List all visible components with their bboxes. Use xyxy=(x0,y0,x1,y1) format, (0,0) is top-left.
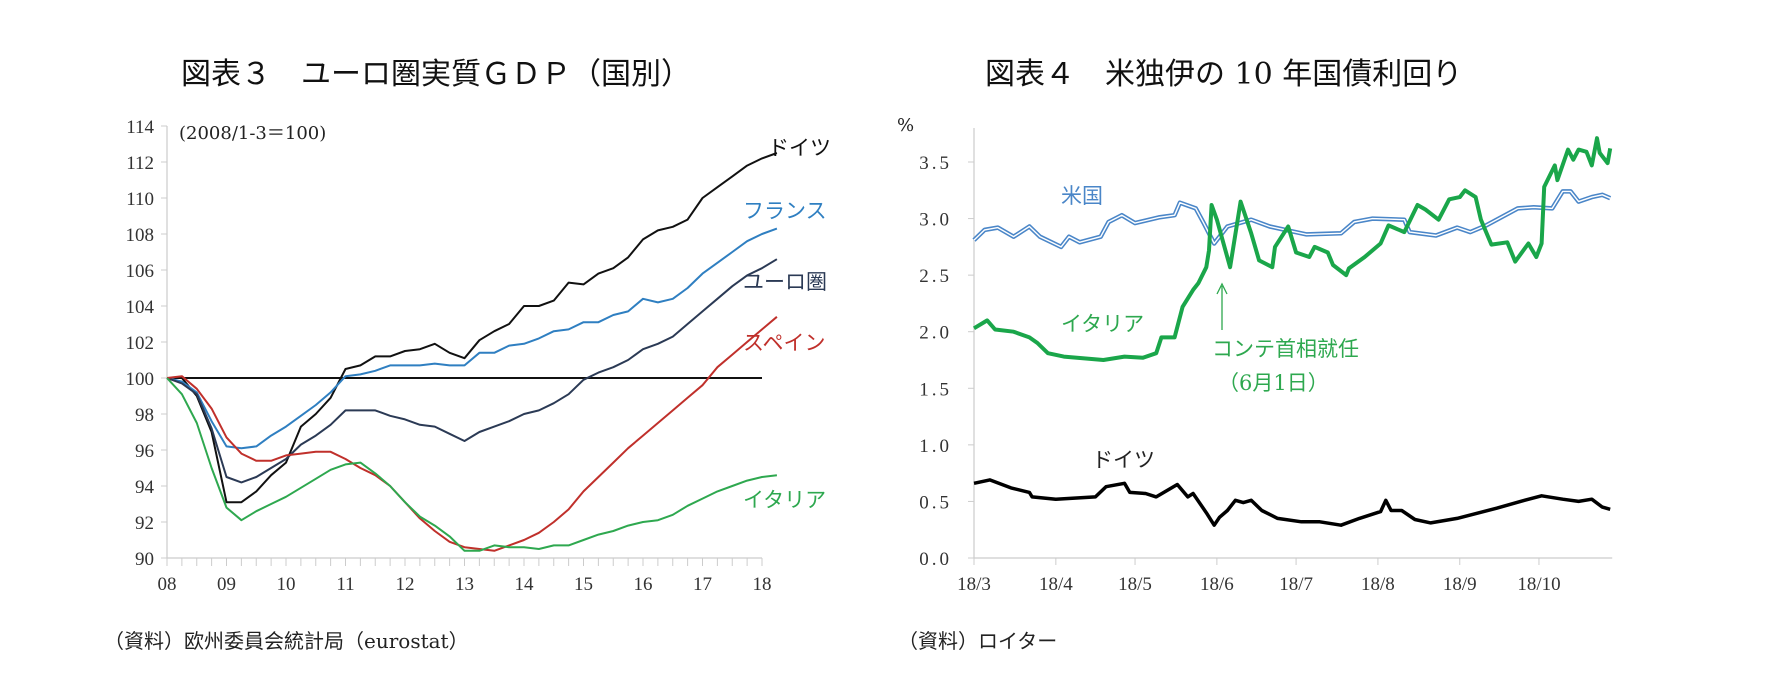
annotation-label: コンテ首相就任 xyxy=(1212,337,1359,361)
x-tick-label: 18/7 xyxy=(1279,574,1313,595)
gdp-chart-title: 図表３ ユーロ圏実質ＧＤＰ（国別） xyxy=(181,57,691,92)
series-label-germany: ドイツ xyxy=(768,136,831,160)
x-tick-label: 18/8 xyxy=(1361,574,1395,595)
series-line-3 xyxy=(166,316,778,552)
series-line-1 xyxy=(166,227,778,450)
y-tick-label: 0.0 xyxy=(919,549,952,570)
series-line-2 xyxy=(166,258,778,484)
y-tick-label: 1.5 xyxy=(919,379,952,400)
y-tick-label: 98 xyxy=(135,405,154,426)
gdp-chart: 図表３ ユーロ圏実質ＧＤＰ（国別） (2008/1-3＝100) 9092949… xyxy=(104,57,831,653)
series-label-france: フランス xyxy=(743,199,827,223)
gdp-axes: 90 92 94 96 98 100 102 104 106 108 110 112 114 08 09 10… xyxy=(126,117,772,595)
x-tick-label: 16 xyxy=(634,574,653,595)
y-tick-label: 2.5 xyxy=(919,266,952,287)
x-tick-label: 14 xyxy=(515,574,535,595)
gdp-series-lines xyxy=(166,152,778,552)
x-tick-label: 10 xyxy=(277,574,296,595)
series-label-italy: イタリア xyxy=(743,488,826,512)
bond-chart-title: 図表４ 米独伊の 10 年国債利回り xyxy=(985,57,1462,92)
bond-chart-source: （資料）ロイター xyxy=(898,629,1057,653)
x-tick-label: 18/10 xyxy=(1517,574,1560,595)
y-tick-label: 90 xyxy=(135,549,154,570)
series-line-germany xyxy=(973,478,1611,527)
x-tick-label: 15 xyxy=(574,574,593,595)
y-tick-label: 2.0 xyxy=(919,323,952,344)
x-tick-label: 18/4 xyxy=(1039,574,1073,595)
y-tick-label: 114 xyxy=(126,117,154,138)
bond-series-lines xyxy=(972,136,1613,527)
gdp-chart-source: （資料）欧州委員会統計局（eurostat） xyxy=(104,629,469,653)
x-tick-label: 12 xyxy=(396,574,415,595)
y-tick-label: 94 xyxy=(135,477,155,498)
bond-axes: 0.0 0.5 1.0 1.5 2.0 2.5 3.0 3.5 18/3 18/4 18/5 18/6… xyxy=(919,128,1613,595)
series-line-4 xyxy=(166,377,778,552)
series-label-italy-yield: イタリア xyxy=(1061,312,1144,336)
series-line-0 xyxy=(167,152,778,504)
annotation-sublabel: （6月1日） xyxy=(1218,371,1329,395)
x-tick-label: 18/9 xyxy=(1443,574,1477,595)
y-tick-label: 3.0 xyxy=(919,210,952,231)
y-tick-label: 102 xyxy=(126,333,155,354)
y-tick-label: 92 xyxy=(135,513,154,534)
y-tick-label: 112 xyxy=(126,153,154,174)
x-tick-label: 13 xyxy=(455,574,474,595)
y-tick-label: 1.0 xyxy=(919,436,952,457)
bond-chart-unit: % xyxy=(897,115,914,136)
x-tick-label: 08 xyxy=(158,574,177,595)
series-label-spain: スペイン xyxy=(743,331,826,355)
series-line-us-inner xyxy=(973,190,1611,248)
series-label-germany-yield: ドイツ xyxy=(1092,448,1155,472)
y-tick-label: 108 xyxy=(126,225,155,246)
series-label-eurozone: ユーロ圏 xyxy=(743,270,827,294)
y-tick-label: 3.5 xyxy=(919,153,952,174)
y-tick-label: 104 xyxy=(126,297,155,318)
y-tick-label: 96 xyxy=(135,441,154,462)
x-tick-label: 18/3 xyxy=(957,574,991,595)
x-tick-label: 17 xyxy=(693,574,712,595)
y-tick-label: 0.5 xyxy=(919,492,952,513)
x-tick-label: 18/6 xyxy=(1200,574,1234,595)
y-tick-label: 106 xyxy=(126,261,155,282)
bond-yield-chart: 図表４ 米独伊の 10 年国債利回り % 0.0 0.5 1.0 1.5 2.0 2.5 3… xyxy=(897,57,1613,653)
y-tick-label: 110 xyxy=(126,189,154,210)
x-tick-label: 18 xyxy=(753,574,772,595)
series-line-italy xyxy=(972,136,1613,362)
x-tick-label: 09 xyxy=(217,574,236,595)
gdp-chart-note: (2008/1-3＝100) xyxy=(179,123,326,144)
annotation-arrow-icon xyxy=(1216,282,1228,330)
x-tick-label: 18/5 xyxy=(1118,574,1152,595)
y-tick-label: 100 xyxy=(126,369,155,390)
x-tick-label: 11 xyxy=(336,574,354,595)
series-label-us: 米国 xyxy=(1061,184,1103,208)
